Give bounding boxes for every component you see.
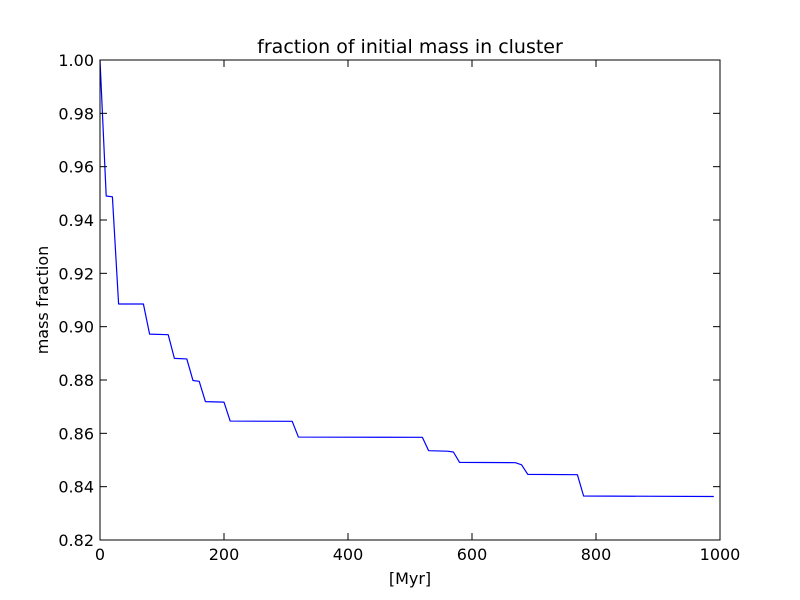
x-tick-label: 800 — [581, 545, 612, 564]
y-tick-label: 0.82 — [58, 531, 94, 550]
x-tick-label: 1000 — [700, 545, 741, 564]
y-tick-label: 0.88 — [58, 371, 94, 390]
y-axis-label: mass fraction — [33, 246, 52, 355]
x-tick-label: 200 — [209, 545, 240, 564]
y-axis-ticks: 0.82 0.84 0.86 0.88 0.90 0.92 0.94 0.96 0.98 1.00 — [58, 51, 720, 550]
chart-title: fraction of initial mass in cluster — [257, 36, 563, 58]
y-tick-label: 0.94 — [58, 211, 94, 230]
x-axis-label: [Myr] — [389, 569, 431, 588]
y-tick-label: 0.92 — [58, 264, 94, 283]
series-line-0 — [99, 59, 714, 498]
y-tick-label: 0.86 — [58, 424, 94, 443]
x-axis-ticks: 0 200 400 600 800 1000 — [95, 60, 740, 564]
y-tick-label: 1.00 — [58, 51, 94, 70]
x-tick-label: 600 — [457, 545, 488, 564]
x-tick-label: 0 — [95, 545, 105, 564]
y-tick-label: 0.84 — [58, 478, 94, 497]
y-tick-label: 0.90 — [58, 318, 94, 337]
y-tick-label: 0.98 — [58, 104, 94, 123]
plot-area — [99, 59, 714, 498]
plot-frame — [99, 59, 721, 541]
y-tick-label: 0.96 — [58, 158, 94, 177]
x-tick-label: 400 — [333, 545, 364, 564]
